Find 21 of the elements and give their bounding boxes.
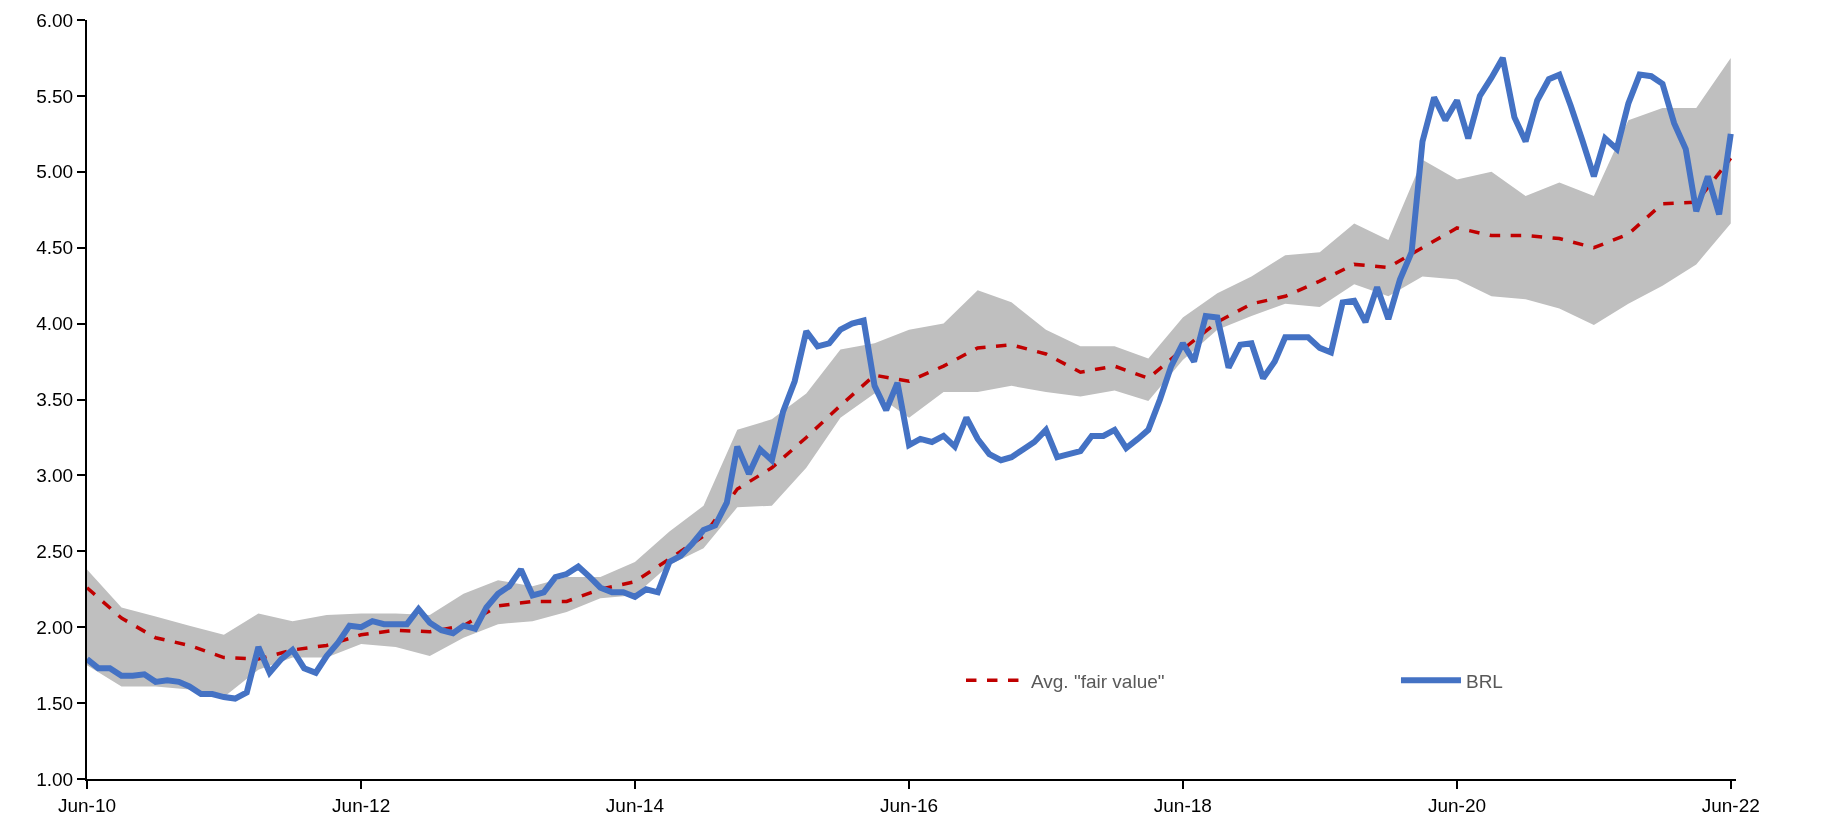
x-tick-label: Jun-12 (332, 794, 391, 816)
x-tick-label: Jun-22 (1701, 794, 1760, 816)
line-series (87, 156, 1733, 661)
y-tick-label: 4.50 (36, 237, 74, 259)
x-tick-label: Jun-16 (880, 794, 939, 816)
legend-label: Avg. "fair value" (1030, 670, 1165, 692)
y-tick-label: 1.00 (36, 768, 74, 790)
x-tick-label: Jun-20 (1427, 794, 1487, 816)
y-tick-label: 5.00 (36, 161, 74, 183)
x-tick-label: Jun-18 (1153, 794, 1212, 816)
y-tick-label: 6.00 (36, 9, 74, 31)
y-tick-label: 2.50 (36, 540, 74, 562)
y-tick-label: 3.00 (36, 465, 74, 487)
x-tick-label: Jun-14 (605, 794, 665, 816)
y-tick-label: 2.00 (36, 616, 74, 638)
legend-label: BRL (1465, 670, 1503, 692)
x-tick-label: Jun-10 (57, 794, 117, 816)
y-tick-label: 4.00 (36, 313, 74, 335)
y-tick-label: 3.50 (36, 389, 74, 411)
y-tick-label: 5.50 (36, 85, 74, 107)
y-tick-label: 1.50 (36, 692, 74, 714)
